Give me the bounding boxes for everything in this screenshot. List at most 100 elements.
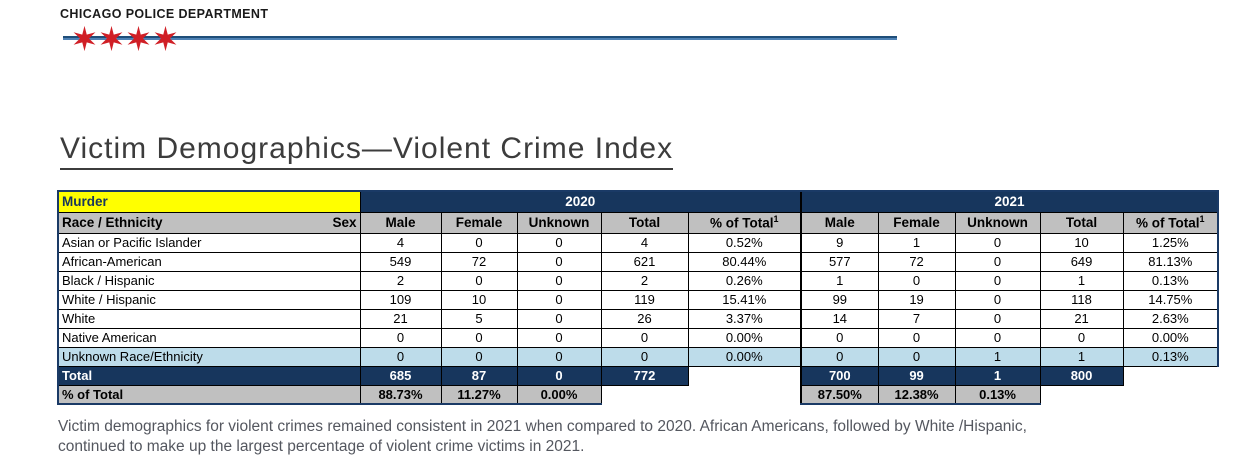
cell: 0 [516,289,602,310]
cell: 21 [1039,308,1124,329]
page-title: Victim Demographics—Violent Crime Index [60,132,674,170]
cell: 0 [877,346,956,367]
cell: 87 [440,365,518,386]
cell: 5 [440,308,518,329]
female-header-2021: Female [877,211,956,234]
cell: 0 [877,270,956,291]
row-label: Black / Hispanic [57,270,361,291]
cell: 14 [800,308,879,329]
cell: 9 [800,232,879,253]
race-sex-header-cell: Race / Ethnicity Sex [57,211,361,234]
cell: 0 [954,251,1041,272]
pct-total-header-2020: % of Total1 [687,211,802,234]
cell: 549 [359,251,442,272]
cell: 0.13% [954,384,1041,405]
cell: 4 [600,232,689,253]
chicago-star-icon [127,25,150,52]
cell: 81.13% [1122,251,1220,272]
cell: 2 [359,270,442,291]
year-2021-header: 2021 [800,190,1220,213]
cell: 0 [516,251,602,272]
category-year-row: Murder 2020 2021 [57,190,1220,213]
cell: 0 [516,232,602,253]
cell: 0 [440,346,518,367]
cell: 1 [800,270,879,291]
empty-cell [1123,366,1219,385]
summary-caption: Victim demographics for violent crimes r… [58,417,1027,457]
race-ethnicity-header: Race / Ethnicity [62,215,163,230]
cell: 99 [877,365,956,386]
cell: 0.00% [516,384,602,405]
cell: 14.75% [1122,289,1220,310]
cell: 0 [516,327,602,348]
cell: 118 [1039,289,1124,310]
cell: 0 [600,346,689,367]
total-header-2020: Total [600,211,689,234]
column-header-row: Race / Ethnicity Sex Male Female Unknown… [57,211,1220,234]
cell: 0 [954,308,1041,329]
total-header-2021: Total [1039,211,1124,234]
table-row: African-American 549 72 0 621 80.44% 577… [57,251,1220,272]
female-header-2020: Female [440,211,518,234]
row-label: Unknown Race/Ethnicity [57,346,361,367]
chicago-star-icon [154,25,177,52]
total-row: Total 685 87 0 772 700 99 1 800 [57,365,1219,386]
department-name: CHICAGO POLICE DEPARTMENT [60,7,269,21]
cell: 1 [954,346,1041,367]
cell: 10 [440,289,518,310]
cell: 0 [440,232,518,253]
cell: 621 [600,251,689,272]
chicago-star-icon [100,25,123,52]
unknown-header-2021: Unknown [954,211,1041,234]
row-label: Asian or Pacific Islander [57,232,361,253]
cell: 0.13% [1122,346,1220,367]
cell: 1 [877,232,956,253]
empty-cell [1123,385,1219,404]
cell: 72 [440,251,518,272]
male-header-2020: Male [359,211,442,234]
sex-header: Sex [332,215,357,230]
cell: 1 [954,365,1041,386]
cell: 99 [800,289,879,310]
cell: 0 [954,232,1041,253]
cell: 2 [600,270,689,291]
cell: 700 [800,365,879,386]
victim-demographics-table: Murder 2020 2021 Race / Ethnicity Sex Ma… [57,190,1220,405]
total-row-label: Total [57,365,361,386]
cell: 0 [359,327,442,348]
cell: 0 [440,270,518,291]
cell: 772 [600,365,689,386]
cell: 0 [800,346,879,367]
cell: 0 [440,327,518,348]
empty-cell [688,385,802,404]
cell: 19 [877,289,956,310]
year-2020-header: 2020 [359,190,802,213]
cell: 80.44% [687,251,802,272]
caption-line-2: continued to make up the largest percent… [58,438,585,455]
cell: 0 [1039,327,1124,348]
table-row: Native American 0 0 0 0 0.00% 0 0 0 0 0.… [57,327,1220,348]
caption-line-1: Victim demographics for violent crimes r… [58,418,1027,435]
cell: 0.00% [687,346,802,367]
percent-row-label: % of Total [57,384,361,405]
cell: 15.41% [687,289,802,310]
row-label: White [57,308,361,329]
table-row: White 21 5 0 26 3.37% 14 7 0 21 2.63% [57,308,1220,329]
cell: 0 [359,346,442,367]
empty-cell [601,385,688,404]
table-row: White / Hispanic 109 10 0 119 15.41% 99 … [57,289,1220,310]
cell: 0.13% [1122,270,1220,291]
cell: 21 [359,308,442,329]
cell: 10 [1039,232,1124,253]
cell: 0.00% [687,327,802,348]
cell: 0.26% [687,270,802,291]
row-label: African-American [57,251,361,272]
cell: 0 [516,270,602,291]
row-label: Native American [57,327,361,348]
cell: 1 [1039,270,1124,291]
percent-of-total-row: % of Total 88.73% 11.27% 0.00% 87.50% 12… [57,384,1219,405]
cell: 0 [516,365,602,386]
chicago-star-icon [73,25,96,52]
cell: 0 [954,327,1041,348]
cell: 0 [877,327,956,348]
